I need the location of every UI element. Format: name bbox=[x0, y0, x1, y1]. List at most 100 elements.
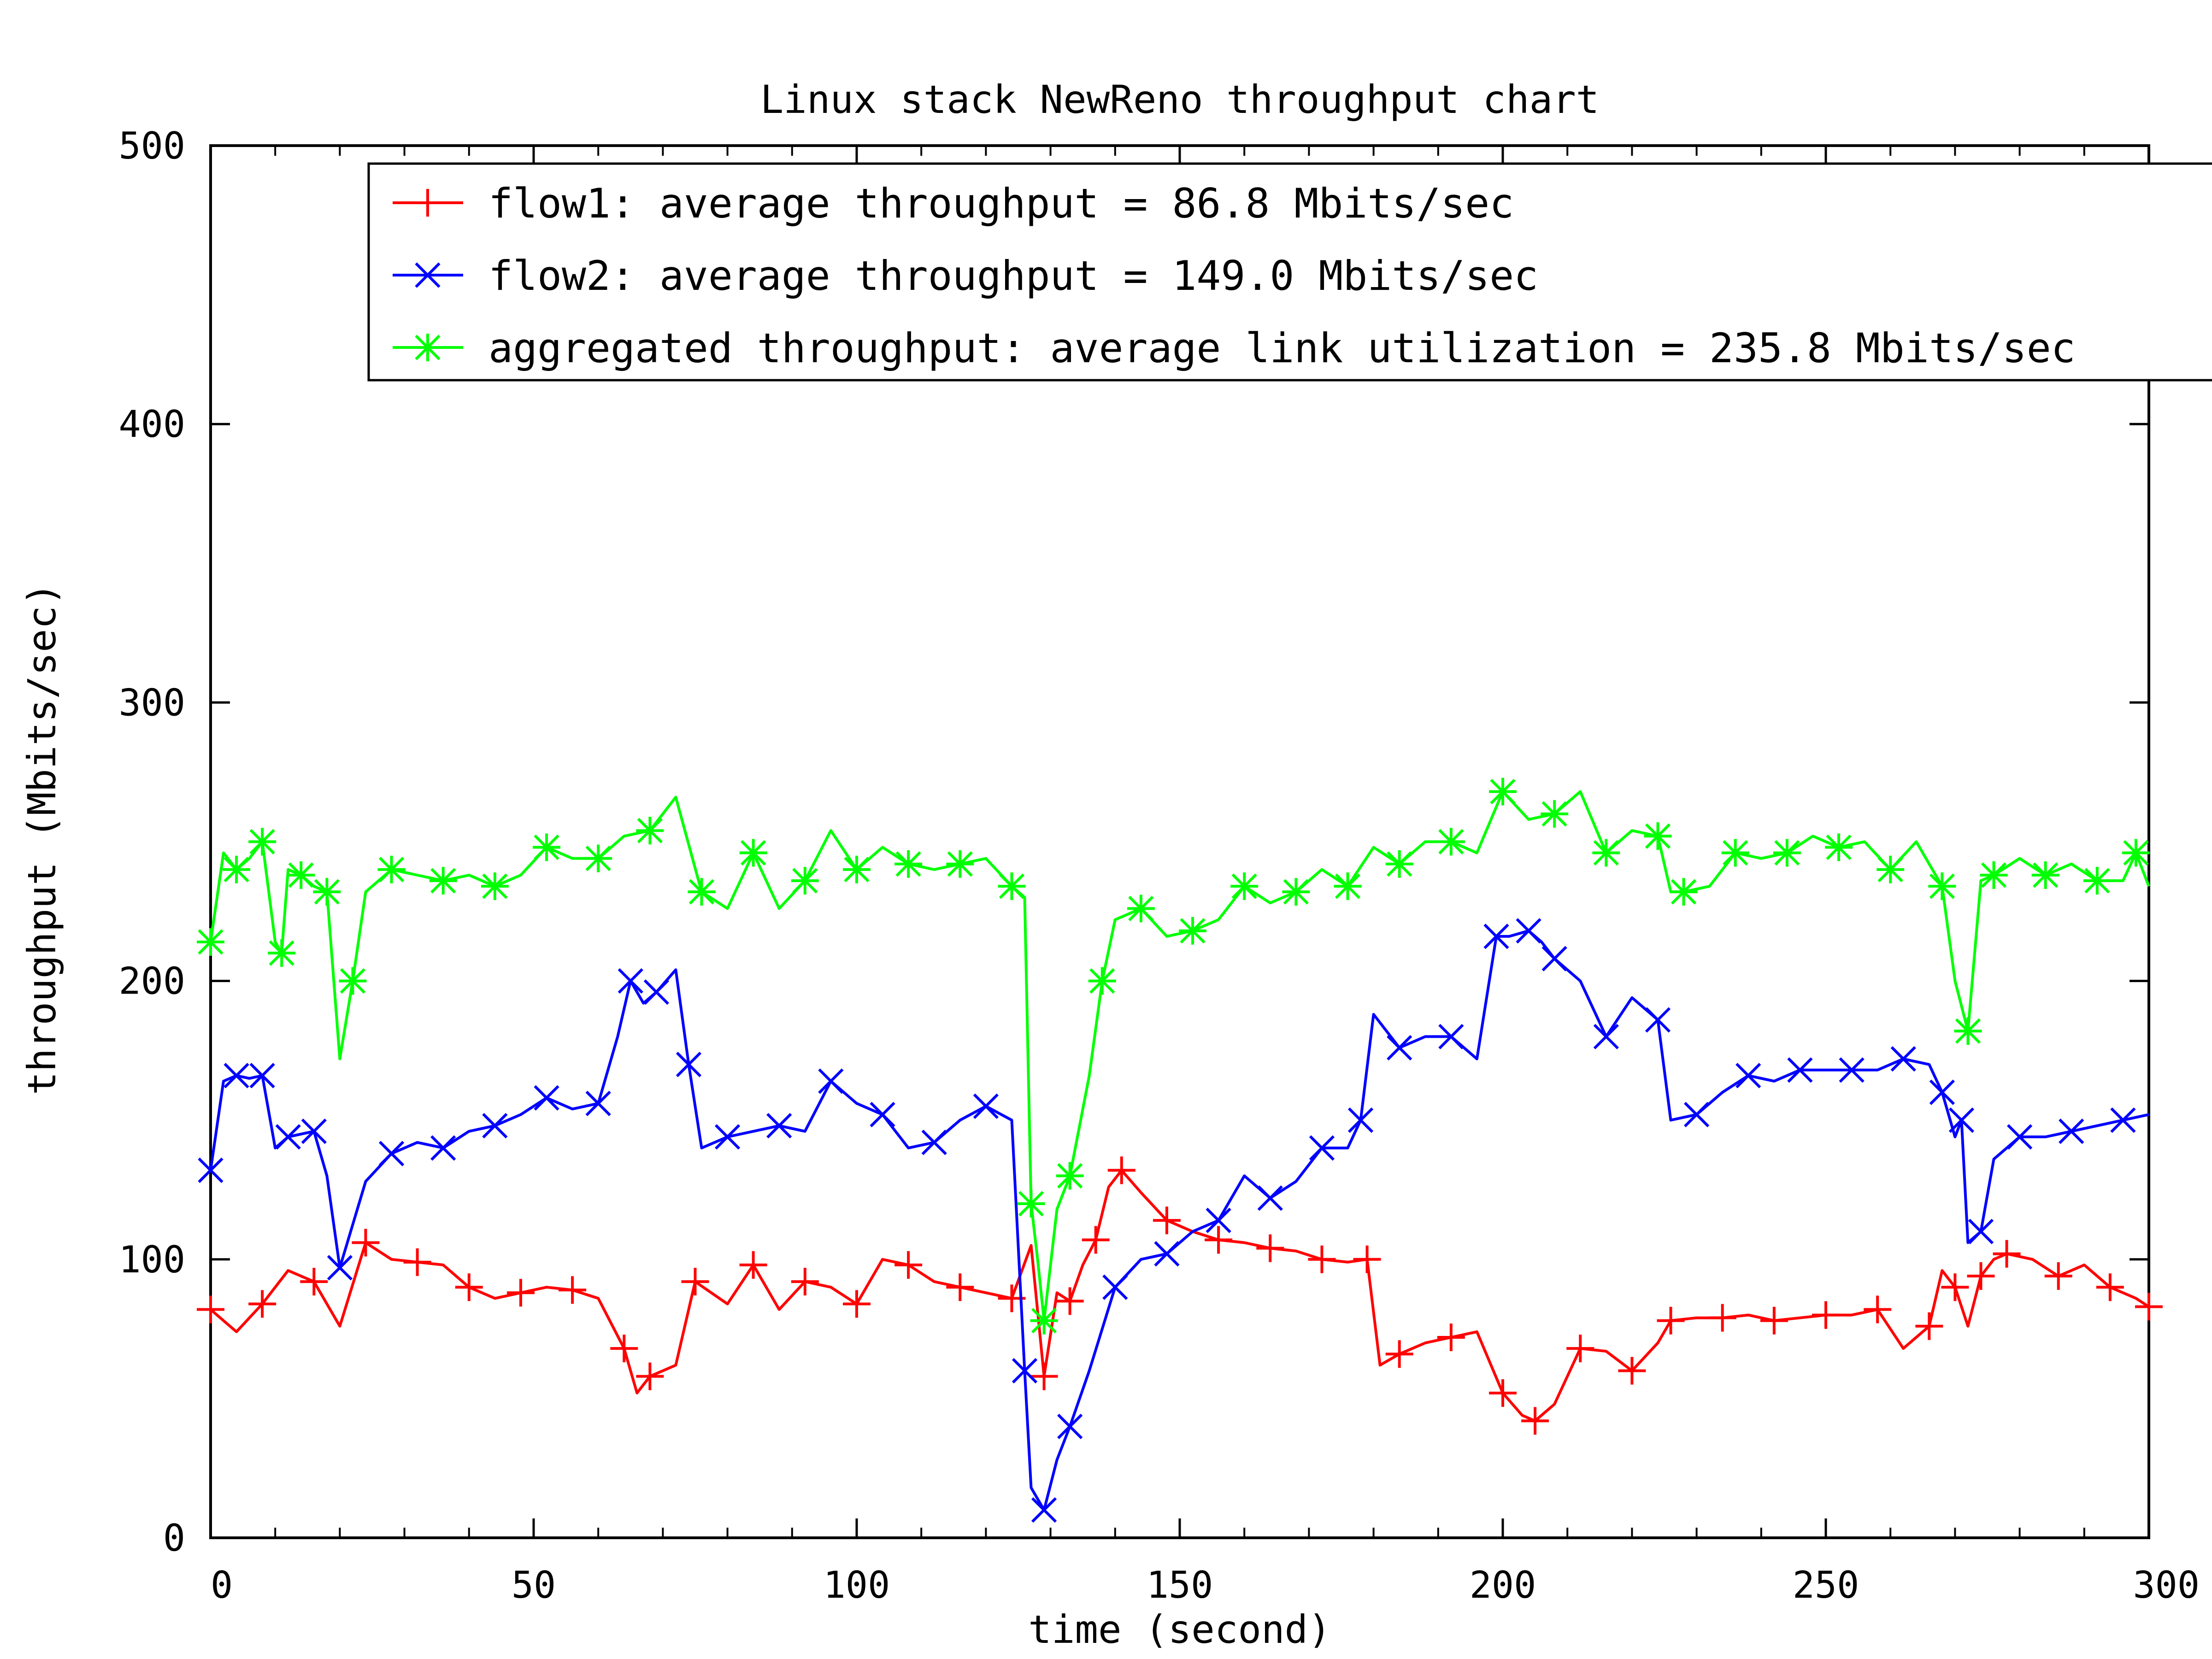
series-2-point bbox=[1541, 946, 1567, 971]
x-tick-label: 0 bbox=[211, 1564, 233, 1606]
series-2-point bbox=[1438, 1024, 1464, 1050]
series-3-point bbox=[998, 872, 1026, 900]
series-3-point-stroke bbox=[2033, 862, 2059, 888]
series-3-point-stroke bbox=[688, 879, 715, 905]
series-3-point bbox=[313, 878, 341, 906]
series-3-point bbox=[2031, 861, 2059, 889]
series-3-point-stroke bbox=[288, 862, 314, 888]
series-3-point bbox=[1592, 839, 1620, 867]
series-2-point-stroke bbox=[1483, 924, 1509, 949]
series-3-point-stroke bbox=[340, 968, 366, 994]
series-1-point bbox=[248, 1290, 276, 1318]
series-2-point bbox=[818, 1068, 844, 1094]
series-2-point bbox=[1387, 1035, 1412, 1061]
legend-swatch-marker bbox=[414, 189, 441, 217]
legend-label: flow2: average throughput = 149.0 Mbits/… bbox=[488, 252, 1538, 300]
x-tick-label: 100 bbox=[824, 1564, 890, 1606]
series-1-point bbox=[455, 1273, 483, 1301]
series-2-point bbox=[378, 1141, 405, 1166]
series-3-point-stroke bbox=[999, 873, 1025, 899]
series-1-point bbox=[1941, 1273, 1969, 1301]
series-3-point-stroke bbox=[1723, 840, 1748, 866]
y-tick-label: 400 bbox=[119, 403, 186, 446]
series-2-point-stroke bbox=[1839, 1057, 1865, 1083]
series-1-point bbox=[791, 1268, 819, 1296]
series-2-point-stroke bbox=[1735, 1063, 1761, 1088]
series-2-point bbox=[327, 1255, 353, 1281]
series-3-point-stroke bbox=[741, 840, 766, 866]
series-3-point-stroke bbox=[1645, 823, 1671, 849]
series-1-point bbox=[1967, 1262, 1995, 1290]
series-2-point-stroke bbox=[1683, 1101, 1710, 1128]
series-2-point bbox=[1645, 1007, 1671, 1033]
series-1-point bbox=[1489, 1379, 1517, 1407]
series-3-point-stroke bbox=[1490, 779, 1516, 805]
series-2-point-stroke bbox=[1593, 1024, 1619, 1050]
series-3-point-stroke bbox=[430, 868, 456, 894]
series-2 bbox=[198, 918, 2149, 1523]
series-2-point bbox=[275, 1124, 301, 1150]
series-2-point bbox=[1516, 918, 1541, 944]
series-2-point bbox=[643, 979, 670, 1005]
series-2-point bbox=[1890, 1046, 1916, 1072]
series-2-point bbox=[224, 1063, 249, 1088]
series-1-point bbox=[636, 1362, 664, 1390]
series-1-point bbox=[506, 1279, 535, 1307]
series-3-point-stroke bbox=[1774, 840, 1800, 866]
series-1-point bbox=[610, 1335, 638, 1363]
series-3-point bbox=[2122, 839, 2150, 867]
series-2-point bbox=[1257, 1185, 1283, 1211]
series-3-point-stroke bbox=[2123, 840, 2149, 866]
series-3-point bbox=[1127, 894, 1155, 923]
series-3-point-stroke bbox=[198, 929, 224, 955]
series-3-point-stroke bbox=[792, 868, 818, 894]
series-2-point-stroke bbox=[378, 1141, 405, 1166]
series-2-point-stroke bbox=[1387, 1035, 1412, 1061]
chart-title: Linux stack NewReno throughput chart bbox=[760, 77, 1600, 122]
series-1-point bbox=[300, 1268, 328, 1296]
series-2-point bbox=[870, 1101, 895, 1128]
series-2-point bbox=[1593, 1024, 1619, 1050]
series-2-point bbox=[2110, 1107, 2136, 1133]
series-1-point bbox=[1082, 1226, 1110, 1254]
series-1-point bbox=[1657, 1306, 1685, 1335]
series-2-point bbox=[1012, 1358, 1038, 1384]
series-1-point bbox=[1030, 1362, 1058, 1390]
legend-swatch-marker bbox=[415, 262, 441, 288]
series-3-point-stroke bbox=[895, 851, 921, 877]
series-2-point-stroke bbox=[766, 1113, 792, 1139]
series-3-point bbox=[1030, 1306, 1058, 1335]
series-3-point-stroke bbox=[2084, 868, 2110, 894]
series-2-point-stroke bbox=[327, 1255, 353, 1281]
x-tick-label: 150 bbox=[1147, 1564, 1213, 1606]
x-tick-label: 200 bbox=[1470, 1564, 1536, 1606]
series-1-point bbox=[1056, 1287, 1084, 1315]
series-2-point-stroke bbox=[1516, 918, 1541, 944]
series-3-point bbox=[1670, 878, 1698, 906]
series-1-point bbox=[946, 1273, 974, 1301]
series-3-point bbox=[946, 850, 974, 878]
series-2-point-stroke bbox=[921, 1130, 947, 1155]
series-1-point bbox=[1153, 1206, 1181, 1235]
series-3-point bbox=[1334, 872, 1362, 900]
series-2-point-stroke bbox=[301, 1118, 327, 1144]
series-2-point-stroke bbox=[714, 1124, 741, 1150]
series-3-point-stroke bbox=[844, 857, 870, 882]
series-3-point-stroke bbox=[249, 829, 275, 855]
series-3-point bbox=[636, 817, 664, 845]
series-3-point bbox=[2083, 867, 2111, 895]
series-2-point-stroke bbox=[618, 968, 643, 994]
series-1-point bbox=[352, 1229, 380, 1257]
series-3-point bbox=[894, 850, 923, 878]
series-2-point-stroke bbox=[275, 1124, 301, 1150]
series-2-point-stroke bbox=[1012, 1358, 1038, 1384]
series-3-point bbox=[1644, 822, 1672, 850]
series-3-point bbox=[739, 839, 767, 867]
series-3-point-stroke bbox=[1826, 834, 1852, 860]
x-axis-label: time (second) bbox=[1028, 1607, 1331, 1652]
series-1-point bbox=[2135, 1293, 2163, 1321]
series-2-point bbox=[430, 1135, 456, 1161]
y-tick-label: 300 bbox=[119, 681, 186, 724]
series-3-point-stroke bbox=[1929, 873, 1955, 899]
series-3-point-stroke bbox=[1283, 879, 1309, 905]
